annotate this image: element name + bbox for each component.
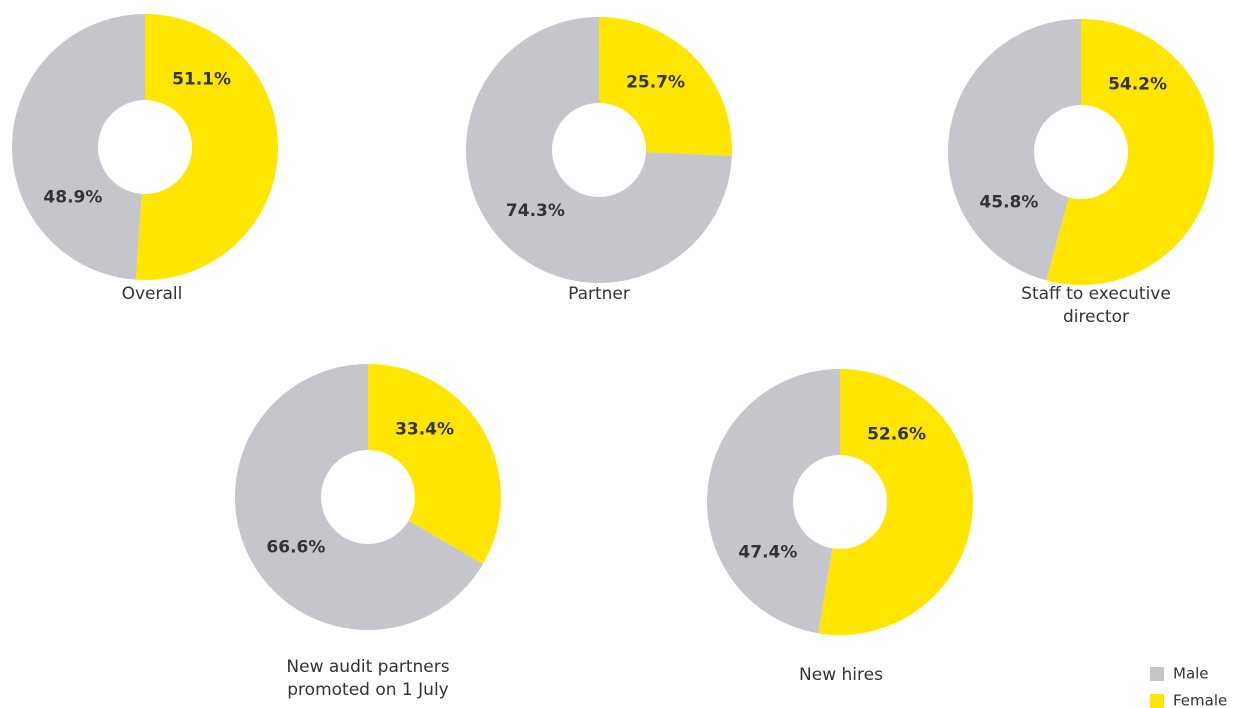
legend-swatch [1150, 667, 1164, 681]
donut-slice [1046, 19, 1215, 286]
value-label: 66.6% [266, 537, 325, 557]
donut-slice [368, 364, 501, 564]
legend-swatch [1150, 694, 1164, 708]
chart-title: Partner [568, 284, 630, 304]
value-label: 51.1% [172, 70, 231, 90]
donut-slice [948, 19, 1081, 281]
donut-slice [466, 17, 732, 283]
value-label: 48.9% [43, 187, 102, 207]
value-label: 47.4% [738, 542, 797, 562]
value-label: 25.7% [626, 73, 685, 93]
chart-title: Staff to executive director [1021, 284, 1171, 327]
legend-label: Female [1173, 692, 1227, 708]
donut-slice [707, 369, 840, 634]
chart-title: Overall [121, 284, 183, 304]
value-label: 45.8% [979, 192, 1038, 212]
chart-title: New hires [799, 665, 883, 685]
value-label: 33.4% [395, 420, 454, 440]
donut-slice [135, 14, 278, 280]
legend-label: Male [1173, 665, 1209, 683]
donut-slice [235, 364, 483, 630]
value-label: 74.3% [506, 201, 565, 221]
value-label: 52.6% [867, 425, 926, 445]
value-label: 54.2% [1108, 75, 1167, 95]
donut-slice [11, 14, 145, 280]
donut-slice [599, 17, 733, 156]
donut-slice [818, 369, 974, 636]
chart-title: New audit partners promoted on 1 July [286, 657, 450, 700]
